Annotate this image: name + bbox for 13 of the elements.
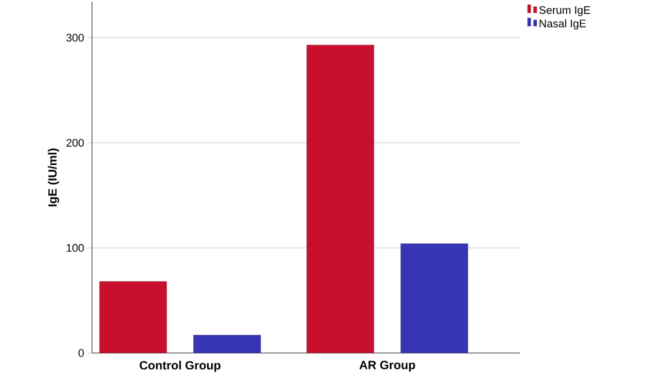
x-tick-label: Control Group <box>140 360 220 372</box>
y-tick-label: 300 <box>66 34 84 42</box>
y-tick-label: 200 <box>66 138 84 147</box>
bar <box>193 334 261 353</box>
bar <box>99 281 167 353</box>
bar <box>400 244 468 353</box>
x-tick-label: AR Group <box>359 360 416 372</box>
y-tick-label: 0 <box>78 349 84 357</box>
legend-label: Nasal IgE <box>540 19 586 30</box>
bar <box>306 44 374 353</box>
y-tick-label: 100 <box>66 244 84 252</box>
y-axis-title: IgE (IU/ml) <box>48 148 60 206</box>
legend-label: Serum IgE <box>539 6 590 16</box>
